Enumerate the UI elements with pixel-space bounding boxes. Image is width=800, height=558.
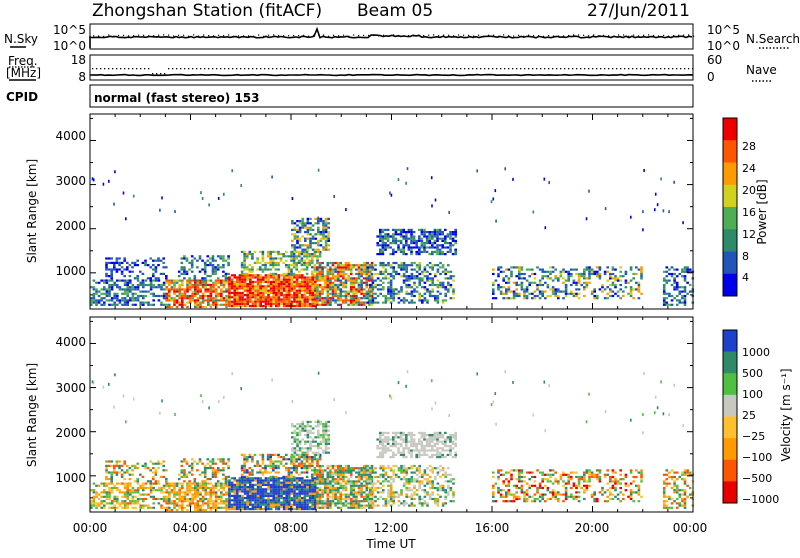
xtick-0800: 08:00 [274,521,309,535]
sky-right-tick-bottom: 10^0 [707,39,740,53]
power-ylabel: Slant Range [km] [25,159,39,263]
time-axis: 00:00 04:00 08:00 12:00 16:00 20:00 00:0… [73,521,708,551]
search-right-label: N.Search [746,32,800,46]
power-cbar-tick-8: 8 [742,250,749,263]
xtick-1200: 12:00 [374,521,409,535]
velocity-cbar-tick-m500: −500 [742,472,772,485]
power-cbar-tick-24: 24 [742,162,756,175]
freq-left-tick-top: 18 [71,53,86,67]
frequency-panel: Freq. [MHz] 18 8 60 0 Nave [6,53,777,84]
date-label: 27/Jun/2011 [587,1,690,21]
velocity-cbar-tick-m100: −100 [742,451,772,464]
xtick-0400: 04:00 [173,521,208,535]
velocity-colorbar-label: Velocity [m s⁻¹] [779,368,793,461]
nave-right-label: Nave [746,63,777,77]
power-ytick-1000: 1000 [55,264,86,278]
nave-line [90,75,693,76]
freq-right-tick-bottom: 0 [707,70,715,84]
velocity-ytick-4000: 4000 [55,335,86,349]
sky-noise-line [90,29,692,48]
freq-right-tick-top: 60 [707,53,722,67]
power-ytick-2000: 2000 [55,219,86,233]
frequency-dots [92,68,693,74]
cpid-panel: CPID normal (fast stereo) 153 [6,85,693,107]
xtick-1600: 16:00 [475,521,510,535]
power-cbar-tick-20: 20 [742,184,756,197]
sky-left-tick-bottom: 10^0 [53,39,86,53]
power-cbar-tick-28: 28 [742,140,756,153]
power-colorbar-label: Power [dB] [755,179,769,244]
velocity-heatmap-cells [90,370,694,511]
velocity-cbar-tick-m1000: −1000 [742,493,779,506]
velocity-ytick-2000: 2000 [55,426,86,440]
sky-noise-panel: N.Sky 10^5 10^0 10^5 10^0 N.Search [4,23,800,53]
power-cbar-tick-4: 4 [742,271,749,284]
power-colorbar [723,118,737,296]
xtick-2400: 00:00 [673,521,708,535]
velocity-colorbar [723,330,737,503]
velocity-panel: 4000 3000 2000 1000 Slant Range [km] Vel… [25,317,793,512]
power-cbar-tick-12: 12 [742,228,756,241]
cpid-label: CPID [6,90,38,104]
velocity-ytick-3000: 3000 [55,381,86,395]
beam-label: Beam 05 [357,1,433,21]
power-panel: 4000 3000 2000 1000 Slant Range [km] Pow… [25,114,769,309]
velocity-cbar-tick-m25: −25 [742,430,765,443]
power-cbar-tick-16: 16 [742,206,756,219]
velocity-ylabel: Slant Range [km] [25,363,39,467]
velocity-ytick-1000: 1000 [55,471,86,485]
velocity-cbar-tick-1000: 1000 [742,346,770,359]
freq-left-tick-bottom: 8 [78,70,86,84]
x-axis-label: Time UT [365,537,416,551]
power-ytick-3000: 3000 [55,174,86,188]
xtick-2000: 20:00 [575,521,610,535]
velocity-cbar-tick-500: 500 [742,367,763,380]
xtick-0000: 00:00 [73,521,108,535]
power-ytick-4000: 4000 [55,129,86,143]
sky-left-label: N.Sky [4,32,38,46]
freq-label-2: [MHz] [6,66,41,80]
sky-left-tick-top: 10^5 [53,23,86,37]
sky-right-tick-top: 10^5 [707,23,740,37]
cpid-value: normal (fast stereo) 153 [94,91,260,105]
velocity-cbar-tick-100: 100 [742,388,763,401]
velocity-cbar-tick-25: 25 [742,409,756,422]
station-title: Zhongshan Station (fitACF) [92,1,322,21]
power-heatmap-cells [90,167,694,308]
